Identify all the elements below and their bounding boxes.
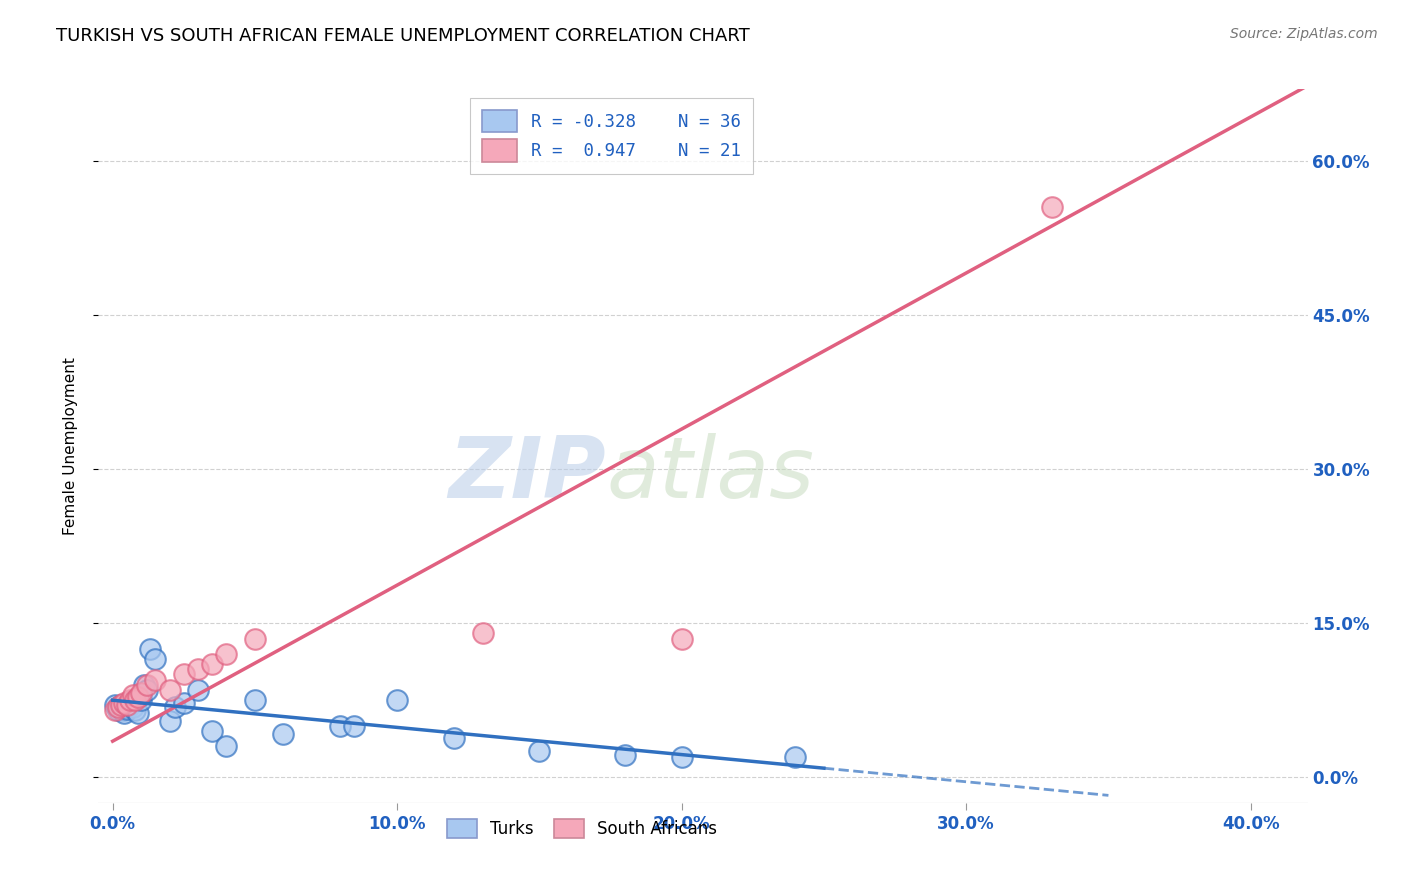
Point [129, 693, 152, 707]
Point [215, 647, 238, 661]
Point [215, 739, 238, 754]
Point [143, 652, 166, 666]
Point [127, 690, 149, 704]
Point [107, 700, 129, 714]
Point [107, 703, 129, 717]
Point [1040, 200, 1063, 214]
Point [104, 703, 127, 717]
Point [121, 700, 143, 714]
Point [135, 682, 157, 697]
Point [135, 678, 157, 692]
Point [143, 673, 166, 687]
Point [124, 703, 146, 717]
Point [385, 693, 408, 707]
Text: Source: ZipAtlas.com: Source: ZipAtlas.com [1230, 27, 1378, 41]
Point [243, 632, 266, 646]
Point [165, 700, 187, 714]
Point [273, 727, 295, 741]
Point [159, 714, 181, 728]
Text: TURKISH VS SOUTH AFRICAN FEMALE UNEMPLOYMENT CORRELATION CHART: TURKISH VS SOUTH AFRICAN FEMALE UNEMPLOY… [56, 27, 749, 45]
Point [115, 698, 138, 713]
Point [785, 749, 807, 764]
Point [173, 696, 195, 710]
Point [112, 696, 135, 710]
Point [613, 747, 636, 762]
Point [118, 693, 141, 707]
Point [173, 667, 195, 681]
Point [132, 678, 155, 692]
Point [115, 702, 138, 716]
Point [118, 696, 141, 710]
Point [129, 688, 152, 702]
Text: atlas: atlas [606, 433, 814, 516]
Point [471, 626, 494, 640]
Point [529, 744, 551, 758]
Point [129, 686, 152, 700]
Point [110, 698, 132, 713]
Text: ZIP: ZIP [449, 433, 606, 516]
Point [115, 700, 138, 714]
Point [104, 698, 127, 713]
Point [443, 731, 465, 745]
Point [243, 693, 266, 707]
Point [112, 703, 135, 717]
Point [671, 749, 693, 764]
Point [107, 700, 129, 714]
Point [187, 662, 209, 676]
Point [329, 719, 352, 733]
Legend: Turks, South Africans: Turks, South Africans [440, 812, 724, 845]
Point [671, 632, 693, 646]
Point [121, 688, 143, 702]
Point [110, 701, 132, 715]
Point [201, 657, 224, 672]
Point [201, 723, 224, 738]
Point [118, 698, 141, 713]
Point [138, 641, 160, 656]
Point [110, 698, 132, 713]
Y-axis label: Female Unemployment: Female Unemployment [63, 357, 77, 535]
Point [187, 682, 209, 697]
Point [112, 706, 135, 721]
Point [159, 682, 181, 697]
Point [343, 719, 366, 733]
Point [124, 693, 146, 707]
Point [127, 706, 149, 721]
